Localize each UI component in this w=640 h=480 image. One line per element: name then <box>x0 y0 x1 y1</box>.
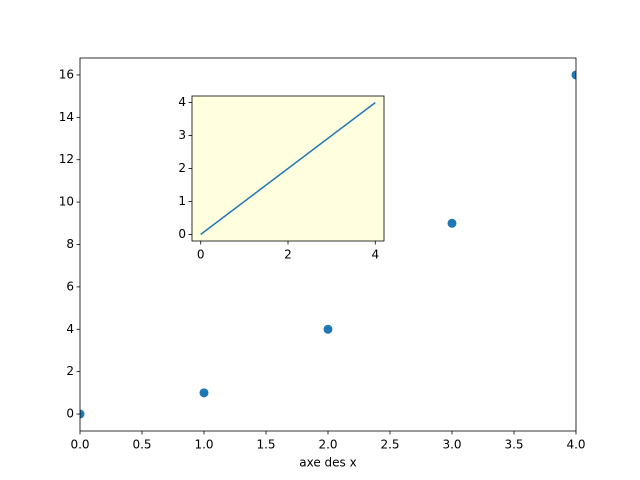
y-tick-label: 0 <box>178 227 186 241</box>
y-tick-label: 2 <box>66 364 74 378</box>
y-tick-label: 6 <box>66 279 74 293</box>
x-tick-label: 2 <box>284 248 292 262</box>
plot-marks <box>200 101 376 236</box>
x-tick-label: 0.5 <box>132 438 151 452</box>
y-tick-label: 8 <box>66 237 74 251</box>
point <box>323 324 333 334</box>
y-tick-label: 14 <box>59 110 74 124</box>
point <box>199 388 209 398</box>
y-tick-label: 4 <box>66 322 74 336</box>
x-tick-label: 2.5 <box>380 438 399 452</box>
y-tick-label: 2 <box>178 161 186 175</box>
x-tick-label: 3.0 <box>442 438 461 452</box>
plot-marks <box>80 70 576 419</box>
point <box>80 409 85 419</box>
y-tick-label: 4 <box>178 95 186 109</box>
x-tick-label: 2.0 <box>318 438 337 452</box>
point <box>571 70 576 80</box>
x-tick-label: 4.0 <box>566 438 585 452</box>
y-tick-label: 3 <box>178 128 186 142</box>
y-tick-label: 1 <box>178 194 186 208</box>
x-tick-label: 1.5 <box>256 438 275 452</box>
x-tick-label: 1.0 <box>194 438 213 452</box>
point <box>447 218 457 228</box>
line <box>200 101 376 236</box>
y-tick-label: 10 <box>59 195 74 209</box>
x-tick-label: 4 <box>371 248 379 262</box>
x-tick-label: 0.0 <box>70 438 89 452</box>
x-tick-label: 3.5 <box>504 438 523 452</box>
y-tick-label: 16 <box>59 67 74 81</box>
y-tick-label: 12 <box>59 152 74 166</box>
y-tick-label: 0 <box>66 407 74 421</box>
x-tick-label: 0 <box>197 248 205 262</box>
x-axis-label: axe des x <box>299 456 356 470</box>
